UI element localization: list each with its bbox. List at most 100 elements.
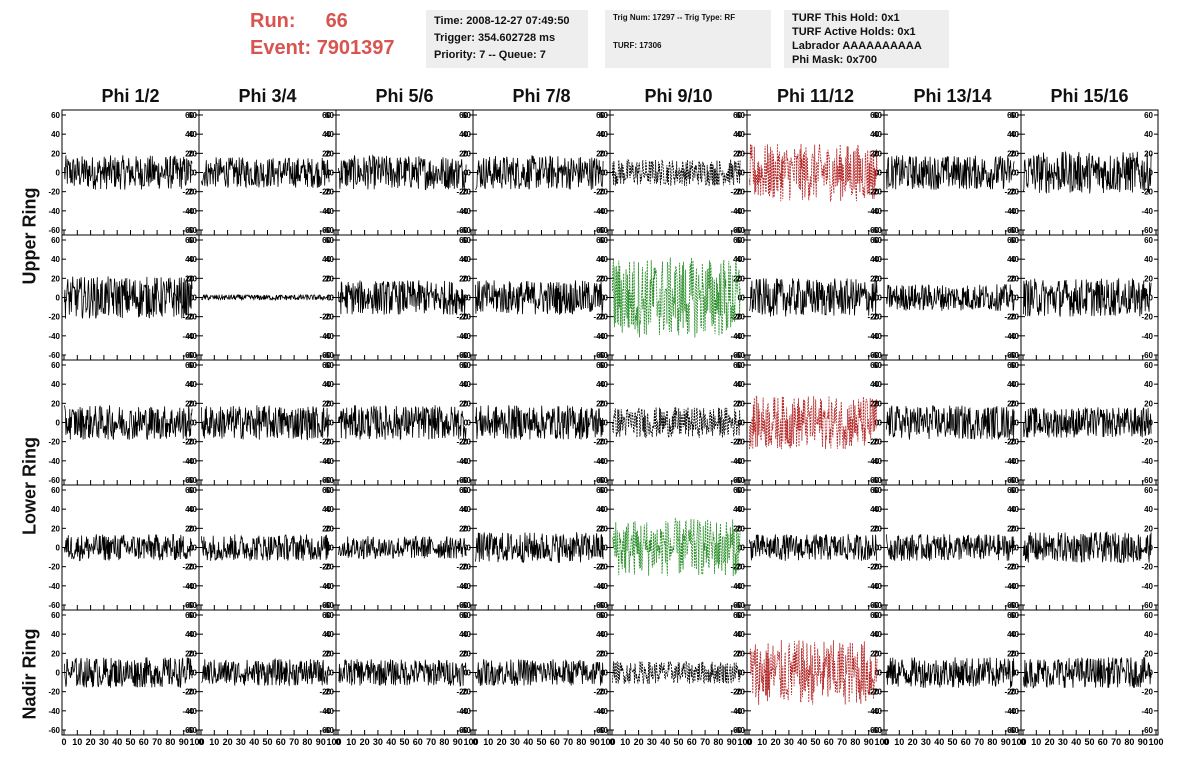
y-tick-label-left: -20: [459, 313, 471, 322]
column-title-phi-1-2: Phi 1/2: [101, 86, 160, 106]
waveform-trace: [64, 155, 193, 190]
y-tick-label-right: 60: [322, 361, 331, 370]
y-tick-label-left: -60: [48, 601, 60, 610]
y-tick-label-left: 20: [873, 149, 882, 158]
x-tick-label: 40: [660, 737, 670, 747]
panel-r3-c3: -60 -60 -40 -40 -20 -20 0 0 20 20 40 40 60 60: [322, 359, 474, 486]
y-tick-label-left: -60: [185, 351, 197, 360]
y-tick-label-right: -60: [593, 226, 605, 235]
y-tick-label-left: 20: [462, 649, 471, 658]
x-tick-label: 100: [189, 737, 204, 747]
y-tick-label-left: 20: [325, 524, 334, 533]
y-tick-label-left: 40: [188, 630, 197, 639]
x-tick-label: 90: [179, 737, 189, 747]
y-tick-label-left: 60: [51, 361, 60, 370]
y-tick-label-left: 20: [599, 649, 608, 658]
y-tick-label-right: 40: [596, 130, 605, 139]
y-tick-label-left: -20: [459, 188, 471, 197]
y-tick-label-right: 20: [733, 649, 742, 658]
x-tick-label: 80: [165, 737, 175, 747]
y-tick-label-right: 20: [870, 399, 879, 408]
waveform-trace: [201, 157, 330, 189]
y-tick-label-left: -20: [596, 438, 608, 447]
y-tick-label-left: -20: [322, 438, 334, 447]
x-tick-label: 20: [360, 737, 370, 747]
y-tick-label-left: -60: [322, 726, 334, 735]
y-tick-label-left: 0: [878, 294, 883, 303]
y-tick-label-left: 0: [330, 294, 335, 303]
x-tick-label: 20: [223, 737, 233, 747]
panel-r4-c5: -60 -60 -40 -40 -20 -20 0 0 20 20 40 40 60 60: [596, 484, 748, 611]
y-tick-label-right: 40: [1144, 505, 1153, 514]
y-tick-label-right: -40: [730, 332, 742, 341]
panel-r3-c2: -60 -60 -40 -40 -20 -20 0 0 20 20 40 40 60 60: [185, 359, 337, 486]
y-tick-label-right: 40: [322, 505, 331, 514]
y-tick-label-right: -40: [867, 707, 879, 716]
y-tick-label-right: -40: [319, 457, 331, 466]
y-tick-label-left: -40: [596, 582, 608, 591]
y-tick-label-left: -40: [1007, 582, 1019, 591]
y-tick-label-right: 40: [596, 380, 605, 389]
x-tick-label: 40: [523, 737, 533, 747]
x-tick-label: 90: [727, 737, 737, 747]
y-tick-label-left: 60: [873, 236, 882, 245]
y-tick-label-left: 20: [325, 149, 334, 158]
y-tick-label-left: -60: [596, 601, 608, 610]
y-tick-label-left: 40: [1010, 505, 1019, 514]
y-tick-label-left: -40: [596, 332, 608, 341]
y-tick-label-right: 40: [185, 505, 194, 514]
y-tick-label-right: 20: [1144, 649, 1153, 658]
y-tick-label-left: -40: [733, 457, 745, 466]
y-tick-label-left: -40: [185, 707, 197, 716]
y-tick-label-left: -40: [733, 332, 745, 341]
y-tick-label-right: -20: [1004, 188, 1016, 197]
x-tick-label: 30: [236, 737, 246, 747]
y-tick-label-left: 60: [599, 486, 608, 495]
y-tick-label-left: 0: [56, 544, 61, 553]
y-tick-label-right: -60: [593, 351, 605, 360]
waveform-trace: [612, 257, 741, 338]
x-tick-label: 0: [609, 737, 614, 747]
y-tick-label-left: -40: [596, 207, 608, 216]
y-tick-label-left: -40: [459, 332, 471, 341]
y-tick-label-left: 20: [325, 399, 334, 408]
y-tick-label-right: 0: [327, 294, 332, 303]
y-tick-label-right: -20: [319, 188, 331, 197]
y-tick-label-left: -60: [185, 726, 197, 735]
y-tick-label-right: 60: [733, 611, 742, 620]
y-tick-label-right: -40: [867, 332, 879, 341]
y-tick-label-left: -20: [870, 688, 882, 697]
y-tick-label-left: 60: [736, 486, 745, 495]
waveform-trace: [749, 278, 878, 317]
x-tick-label: 60: [824, 737, 834, 747]
y-tick-label-right: -40: [456, 582, 468, 591]
panel-r1-c1: -60 -60 -40 -40 -20 -20 0 0 20 20 40 40 60 60: [48, 109, 200, 236]
y-tick-label-left: -60: [596, 351, 608, 360]
panel-r3-c4: -60 -60 -40 -40 -20 -20 0 0 20 20 40 40 60 60: [459, 359, 611, 486]
y-tick-label-left: -20: [733, 313, 745, 322]
y-tick-label-left: -20: [322, 563, 334, 572]
y-tick-label-left: -20: [870, 563, 882, 572]
y-tick-label-left: 40: [462, 630, 471, 639]
y-tick-label-right: -20: [593, 688, 605, 697]
y-tick-label-left: 40: [1010, 255, 1019, 264]
y-tick-label-left: 40: [188, 255, 197, 264]
x-tick-label: 100: [1011, 737, 1026, 747]
x-tick-label: 0: [746, 737, 751, 747]
y-tick-label-right: -20: [1004, 563, 1016, 572]
y-tick-label-right: 40: [1144, 255, 1153, 264]
x-tick-label: 40: [797, 737, 807, 747]
y-tick-label-right: 0: [738, 544, 743, 553]
y-tick-label-left: 20: [51, 274, 60, 283]
y-tick-label-right: -40: [867, 207, 879, 216]
y-tick-label-left: -60: [322, 476, 334, 485]
turf-info-box: TURF This Hold: 0x1 TURF Active Holds: 0…: [784, 10, 949, 68]
y-tick-label-left: -20: [48, 188, 60, 197]
y-tick-label-right: 20: [596, 274, 605, 283]
y-tick-label-left: -20: [459, 688, 471, 697]
y-tick-label-right: 20: [322, 399, 331, 408]
y-tick-label-left: 60: [325, 486, 334, 495]
